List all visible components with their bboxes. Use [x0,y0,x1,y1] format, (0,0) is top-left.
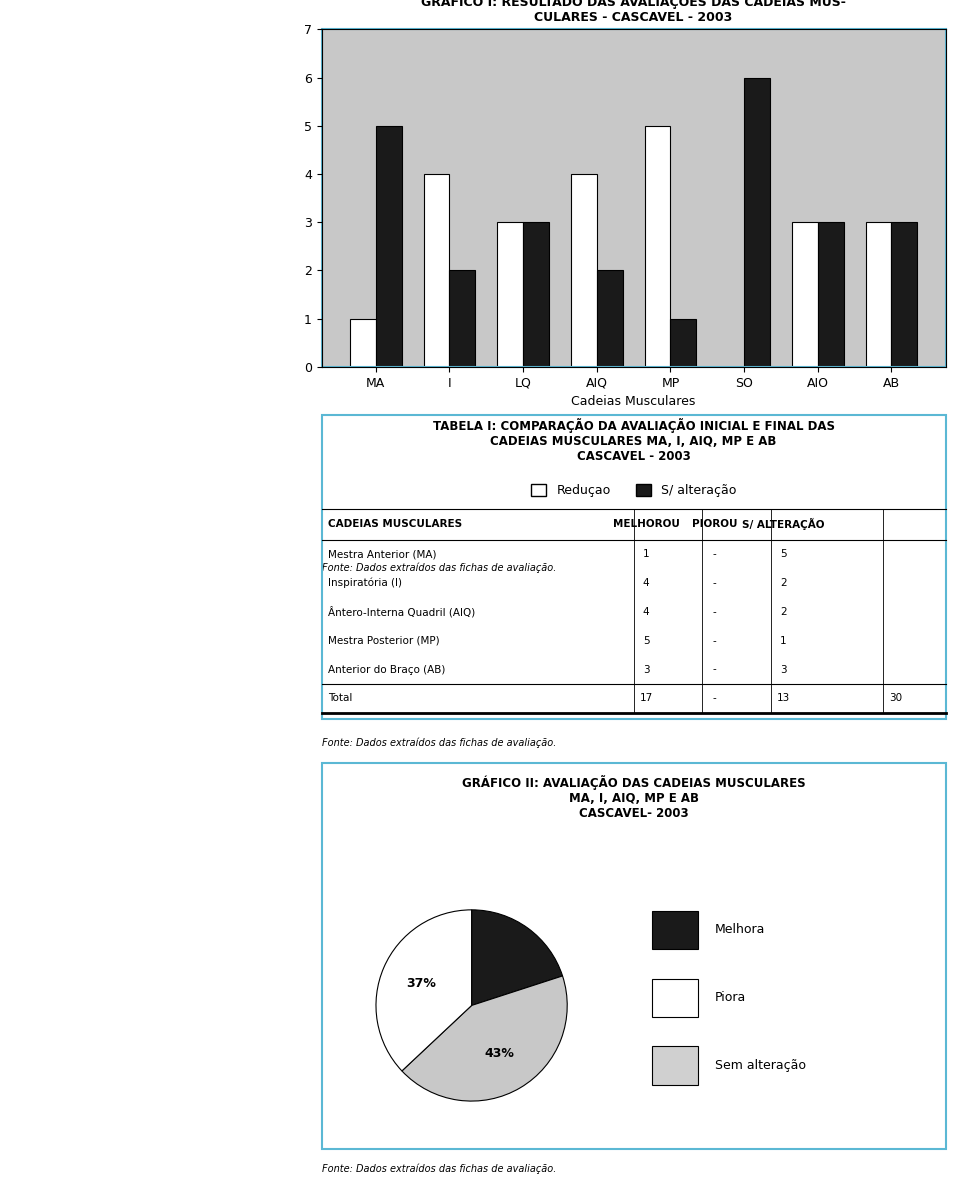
X-axis label: Cadeias Musculares: Cadeias Musculares [571,395,696,408]
Text: 4: 4 [643,578,649,588]
Text: Fonte: Dados extraídos das fichas de avaliação.: Fonte: Dados extraídos das fichas de ava… [322,737,556,748]
Text: Inspiratória (I): Inspiratória (I) [328,578,402,588]
Legend: Reduçao, S/ alteração: Reduçao, S/ alteração [526,479,741,502]
Bar [670,318,696,366]
Text: 30: 30 [889,694,902,703]
Bar [744,78,770,366]
Text: S/ ALTERAÇÃO: S/ ALTERAÇÃO [742,518,825,530]
FancyBboxPatch shape [652,1046,698,1085]
Bar [818,223,844,366]
Bar [375,126,401,366]
Bar [449,271,475,366]
Text: Piora: Piora [715,991,746,1004]
Text: Fonte: Dados extraídos das fichas de avaliação.: Fonte: Dados extraídos das fichas de ava… [322,1164,556,1174]
Text: 3: 3 [780,664,786,675]
Text: CADEIAS MUSCULARES: CADEIAS MUSCULARES [328,519,462,529]
Text: 2: 2 [780,578,786,588]
Bar [645,126,670,366]
Text: 2: 2 [780,607,786,617]
Bar [523,223,549,366]
Text: 13: 13 [777,694,790,703]
Text: Anterior do Braço (AB): Anterior do Braço (AB) [328,664,445,675]
Text: 4: 4 [643,607,649,617]
Text: 37%: 37% [406,977,436,990]
Text: Ântero-Interna Quadril (AIQ): Ântero-Interna Quadril (AIQ) [328,607,475,617]
Text: -: - [713,549,716,560]
Text: -: - [713,636,716,646]
Text: 5: 5 [780,549,786,560]
Text: MELHOROU: MELHOROU [612,519,680,529]
Bar [597,271,622,366]
Text: -: - [713,694,716,703]
Text: PIOROU: PIOROU [692,519,737,529]
Text: -: - [713,664,716,675]
Text: 43%: 43% [485,1047,515,1060]
Text: Mestra Anterior (MA): Mestra Anterior (MA) [328,549,437,560]
Title: GRÁFICO I: RESULTADO DAS AVALIAÇÕES DAS CADEIAS MUS-
CULARES - CASCAVEL - 2003: GRÁFICO I: RESULTADO DAS AVALIAÇÕES DAS … [421,0,846,24]
Bar [423,174,449,366]
Text: Melhora: Melhora [715,924,765,937]
Text: Fonte: Dados extraídos das fichas de avaliação.: Fonte: Dados extraídos das fichas de ava… [322,562,556,573]
Text: Sem alteração: Sem alteração [715,1059,806,1072]
Bar [350,318,375,366]
Text: 17: 17 [639,694,653,703]
Wedge shape [376,909,471,1071]
Text: Mestra Posterior (MP): Mestra Posterior (MP) [328,636,440,646]
Bar [571,174,597,366]
FancyBboxPatch shape [652,979,698,1017]
Bar [866,223,892,366]
Text: 1: 1 [643,549,649,560]
Text: -: - [713,607,716,617]
Wedge shape [402,975,567,1101]
Bar [892,223,917,366]
Text: -: - [713,578,716,588]
Wedge shape [471,909,563,1006]
Bar [497,223,523,366]
Text: 1: 1 [780,636,786,646]
Text: 5: 5 [643,636,649,646]
Bar [792,223,818,366]
FancyBboxPatch shape [652,911,698,948]
Text: Total: Total [328,694,352,703]
Text: 3: 3 [643,664,649,675]
Text: TABELA I: COMPARAÇÃO DA AVALIAÇÃO INICIAL E FINAL DAS
CADEIAS MUSCULARES MA, I, : TABELA I: COMPARAÇÃO DA AVALIAÇÃO INICIA… [433,418,834,463]
Text: GRÁFICO II: AVALIAÇÃO DAS CADEIAS MUSCULARES
MA, I, AIQ, MP E AB
CASCAVEL- 2003: GRÁFICO II: AVALIAÇÃO DAS CADEIAS MUSCUL… [462,775,805,820]
